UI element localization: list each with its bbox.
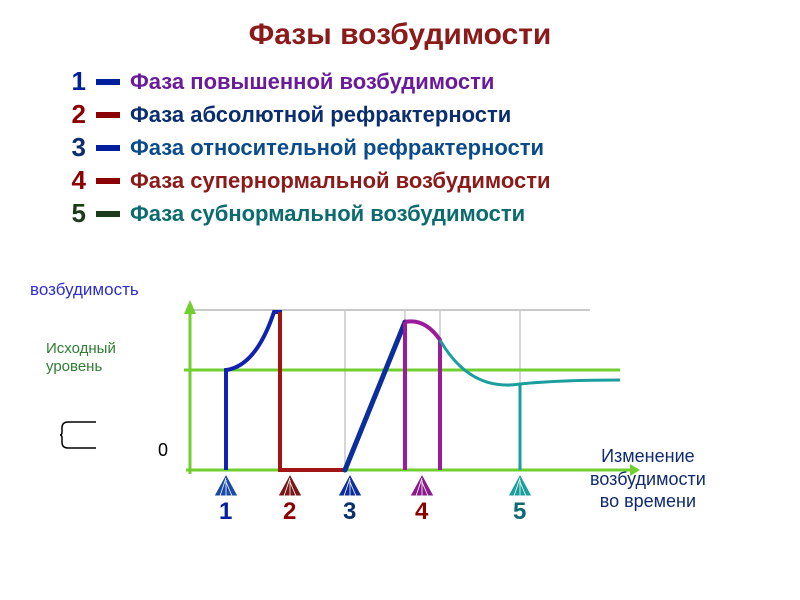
phase-marker-label: 2 xyxy=(283,498,296,526)
legend-row: 3 Фаза относительной рефрактерности xyxy=(60,132,800,163)
phase-marker-label: 4 xyxy=(415,498,428,526)
legend-dash-icon xyxy=(96,79,120,85)
legend-number: 1 xyxy=(60,66,86,97)
legend-text: Фаза абсолютной рефрактерности xyxy=(130,102,511,128)
legend-dash-icon xyxy=(96,145,120,151)
legend-number: 2 xyxy=(60,99,86,130)
legend-row: 5 Фаза субнормальной возбудимости xyxy=(60,198,800,229)
legend-dash-icon xyxy=(96,178,120,184)
legend-text: Фаза повышенной возбудимости xyxy=(130,69,494,95)
legend-number: 3 xyxy=(60,132,86,163)
y-axis-label: возбудимость xyxy=(30,280,139,300)
baseline-label-line2: уровень xyxy=(46,358,116,376)
legend-text: Фаза относительной рефрактерности xyxy=(130,135,544,161)
baseline-label: Исходный уровень xyxy=(46,340,116,376)
legend-row: 4 Фаза супернормальной возбудимости xyxy=(60,165,800,196)
legend-row: 1 Фаза повышенной возбудимости xyxy=(60,66,800,97)
bracket-icon xyxy=(60,420,96,450)
zero-label: 0 xyxy=(158,440,168,461)
legend-row: 2 Фаза абсолютной рефрактерности xyxy=(60,99,800,130)
legend-number: 5 xyxy=(60,198,86,229)
phase-marker-label: 5 xyxy=(513,498,526,526)
legend-text: Фаза супернормальной возбудимости xyxy=(130,168,551,194)
phase-marker-label: 1 xyxy=(219,498,232,526)
legend-text: Фаза субнормальной возбудимости xyxy=(130,201,525,227)
legend-number: 4 xyxy=(60,165,86,196)
legend-dash-icon xyxy=(96,112,120,118)
legend: 1 Фаза повышенной возбудимости 2 Фаза абсол… xyxy=(60,66,800,229)
diagram-title: Фазы возбудимости xyxy=(0,0,800,52)
phase-marker-label: 3 xyxy=(343,498,356,526)
legend-dash-icon xyxy=(96,211,120,217)
baseline-label-line1: Исходный xyxy=(46,340,116,358)
